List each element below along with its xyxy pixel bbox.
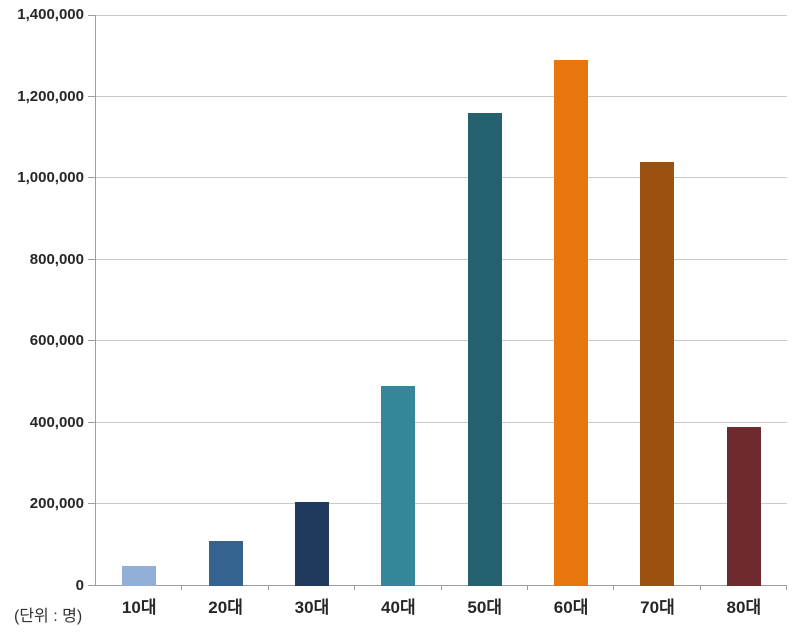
unit-note: (단위 : 명) — [14, 608, 83, 625]
bar-60대 — [554, 59, 589, 586]
y-axis-tick — [88, 503, 96, 505]
x-axis-tick — [354, 586, 356, 590]
x-axis-label: 10대 — [121, 598, 157, 617]
x-axis-label: 30대 — [294, 598, 330, 617]
x-axis-label: 40대 — [381, 598, 416, 617]
gridline — [96, 95, 787, 97]
gridline — [96, 421, 787, 423]
x-axis-label: 50대 — [467, 598, 502, 617]
bar-20대 — [208, 541, 243, 586]
gridline — [96, 177, 787, 179]
bar-10대 — [122, 566, 157, 586]
x-axis-label: 20대 — [208, 598, 243, 617]
y-axis-tick — [88, 585, 96, 586]
x-axis-label: 80대 — [726, 598, 762, 617]
bar-70대 — [640, 161, 675, 586]
y-axis-tick — [88, 340, 96, 342]
x-axis-label: 60대 — [553, 598, 589, 617]
gridline — [96, 340, 787, 342]
x-axis-tick — [526, 586, 528, 590]
x-axis-tick — [699, 586, 701, 590]
x-axis-tick — [613, 586, 615, 590]
bar-80대 — [726, 426, 761, 586]
gridline — [96, 15, 787, 16]
y-axis-label: 200,000 — [29, 495, 84, 513]
x-axis-tick — [181, 586, 183, 590]
x-axis-tick — [786, 586, 787, 590]
x-axis-tick — [267, 586, 269, 590]
x-axis-label: 70대 — [640, 598, 675, 617]
y-axis-label: 400,000 — [29, 413, 84, 431]
bar-40대 — [381, 386, 416, 586]
gridline — [96, 258, 787, 260]
y-axis-label: 600,000 — [29, 332, 84, 350]
y-axis-tick — [88, 421, 96, 423]
x-axis-line — [96, 585, 787, 586]
plot-area: 0 200,000 400,000 600,000 800,000 1,000,000 1,… — [17, 6, 787, 617]
y-axis-label: 0 — [75, 577, 84, 594]
bar-30대 — [294, 502, 329, 586]
y-axis-tick — [88, 15, 96, 16]
y-axis-label: 1,200,000 — [17, 87, 84, 105]
x-axis-tick — [440, 586, 442, 590]
y-axis-label: 1,400,000 — [17, 6, 84, 23]
gridline — [96, 503, 787, 505]
bar-50대 — [467, 112, 502, 586]
y-axis-tick — [88, 95, 96, 97]
y-axis-tick — [88, 258, 96, 260]
y-axis-label: 1,000,000 — [17, 169, 84, 187]
y-axis-label: 800,000 — [29, 250, 84, 268]
y-axis-tick — [88, 177, 96, 179]
